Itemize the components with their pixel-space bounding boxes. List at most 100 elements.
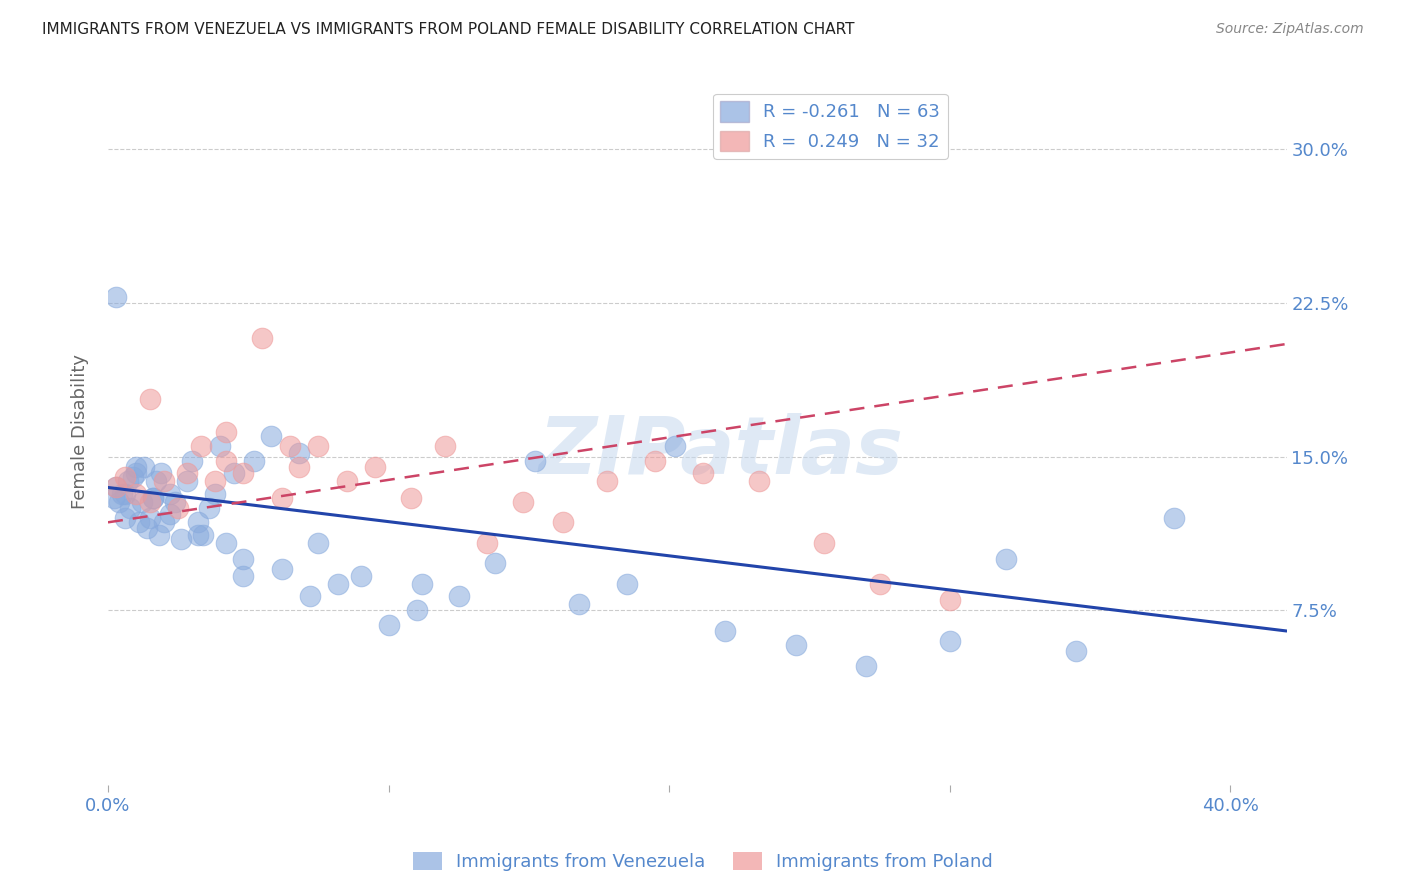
Point [939,593,962,607]
Point [165,495,187,509]
Point [813,536,835,550]
Point [232,466,254,480]
Point [299,589,322,603]
Point [125,466,148,480]
Point [475,536,498,550]
Point [596,475,619,489]
Point [994,552,1017,566]
Point [204,486,226,500]
Point [170,532,193,546]
Point [190,440,212,454]
Point [307,440,329,454]
Point [187,516,209,530]
Point [349,568,371,582]
Point [307,536,329,550]
Text: ZIPatlas: ZIPatlas [538,413,904,491]
Point [399,491,422,505]
Point [288,445,311,459]
Point [159,507,181,521]
Point [232,568,254,582]
Point [114,511,136,525]
Point [1064,644,1087,658]
Point [114,486,136,500]
Point [252,331,274,345]
Point [484,557,506,571]
Legend: R = -0.261   N = 63, R =  0.249   N = 32: R = -0.261 N = 63, R = 0.249 N = 32 [713,94,948,159]
Point [148,527,170,541]
Point [153,516,176,530]
Point [512,495,534,509]
Point [568,598,591,612]
Point [939,634,962,648]
Point [271,491,294,505]
Point [869,577,891,591]
Point [692,466,714,480]
Point [433,440,456,454]
Point [411,577,433,591]
Point [215,425,238,439]
Point [748,475,770,489]
Point [204,475,226,489]
Point [232,552,254,566]
Point [714,624,737,638]
Point [134,460,156,475]
Point [377,617,399,632]
Point [785,638,807,652]
Text: IMMIGRANTS FROM VENEZUELA VS IMMIGRANTS FROM POLAND FEMALE DISABILITY CORRELATIO: IMMIGRANTS FROM VENEZUELA VS IMMIGRANTS … [42,22,855,37]
Text: Source: ZipAtlas.com: Source: ZipAtlas.com [1216,22,1364,37]
Point [260,429,283,443]
Point [405,603,427,617]
Point [664,440,686,454]
Point [209,440,232,454]
Point [523,454,546,468]
Point [243,454,266,468]
Point [114,470,136,484]
Point [125,460,148,475]
Point [288,460,311,475]
Point [616,577,638,591]
Point [139,392,162,407]
Point [120,500,142,515]
Point [187,527,209,541]
Point [103,491,125,505]
Point [153,475,176,489]
Point [551,516,574,530]
Point [111,486,134,500]
Point [181,454,204,468]
Point [105,290,128,304]
Point [145,475,167,489]
Point [108,495,131,509]
Point [167,500,190,515]
Point [224,466,246,480]
Point [855,658,877,673]
Point [215,454,238,468]
Point [125,486,148,500]
Point [139,495,162,509]
Point [280,440,302,454]
Point [150,466,173,480]
Point [447,589,470,603]
Legend: Immigrants from Venezuela, Immigrants from Poland: Immigrants from Venezuela, Immigrants fr… [406,845,1000,879]
Y-axis label: Female Disability: Female Disability [72,353,89,508]
Point [159,486,181,500]
Point [326,577,349,591]
Point [335,475,357,489]
Point [136,521,159,535]
Point [128,516,150,530]
Point [142,491,165,505]
Point [176,475,198,489]
Point [122,470,145,484]
Point [176,466,198,480]
Point [1163,511,1185,525]
Point [117,475,139,489]
Point [198,500,221,515]
Point [193,527,215,541]
Point [105,480,128,494]
Point [363,460,385,475]
Point [142,491,165,505]
Point [131,495,153,509]
Point [271,562,294,576]
Point [105,480,128,494]
Point [215,536,238,550]
Point [644,454,666,468]
